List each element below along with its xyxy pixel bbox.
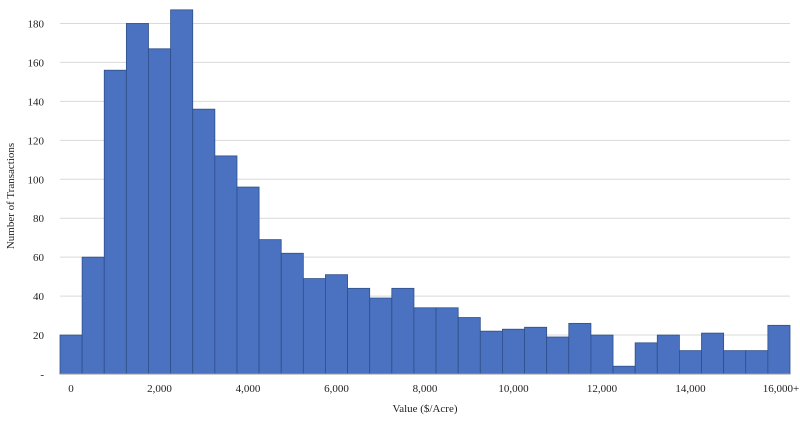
x-tick-label: 2,000 (147, 383, 172, 395)
histogram-bar (701, 332, 725, 375)
histogram-bar (479, 330, 503, 375)
histogram-bar (745, 350, 769, 375)
y-tick-label: 100 (28, 174, 45, 186)
histogram-bar (170, 9, 194, 375)
histogram-bar (369, 297, 393, 375)
histogram-bar (723, 350, 747, 375)
y-tick-label: 80 (33, 213, 45, 225)
histogram-bar (81, 256, 105, 375)
histogram-bar (236, 186, 260, 375)
histogram-bar (678, 350, 702, 375)
y-tick-label: - (40, 369, 44, 381)
histogram-bar (524, 326, 548, 375)
histogram-bar (767, 324, 791, 375)
histogram-bar (280, 252, 304, 375)
y-tick-label: 60 (33, 252, 45, 264)
histogram-bar (302, 278, 326, 375)
histogram-bar (214, 155, 238, 375)
x-tick-label: 14,000 (675, 383, 706, 395)
x-tick-label: 16,000+ (763, 383, 799, 395)
histogram-bar (568, 322, 592, 375)
y-tick-label: 40 (33, 291, 45, 303)
histogram-bar (192, 108, 216, 375)
histogram-bar (347, 287, 371, 375)
histogram-bar (258, 239, 282, 375)
histogram-bar (435, 307, 459, 375)
x-tick-label: 0 (68, 383, 74, 395)
x-tick-label: 12,000 (587, 383, 618, 395)
histogram-bar (656, 334, 680, 375)
histogram-bar (457, 317, 481, 375)
histogram-bar (391, 287, 415, 375)
histogram-bar (502, 328, 525, 375)
histogram-bar (125, 23, 149, 375)
histogram-bar (413, 307, 437, 375)
y-tick-label: 180 (28, 18, 45, 30)
y-tick-label: 160 (28, 57, 45, 69)
y-tick-label: 140 (28, 96, 45, 108)
x-tick-label: 4,000 (236, 383, 261, 395)
histogram-bar (325, 274, 348, 375)
histogram-bar (612, 365, 636, 375)
x-axis-title: Value ($/Acre) (392, 403, 457, 415)
histogram-bar (590, 334, 614, 375)
x-tick-labels: 0 2,000 4,000 6,000 8,000 10,000 12,000 14,000 1… (68, 383, 799, 395)
histogram-bar (634, 342, 658, 375)
histogram-bar (103, 69, 127, 375)
y-tick-label: 120 (28, 135, 45, 147)
histogram-bar (546, 336, 570, 375)
x-tick-label: 10,000 (498, 383, 529, 395)
x-tick-label: 8,000 (413, 383, 438, 395)
histogram-bar (148, 48, 172, 375)
y-tick-labels: - 20 40 60 80 100 120 140 160 180 (28, 18, 45, 381)
x-tick-label: 6,000 (324, 383, 349, 395)
histogram-bars (59, 9, 791, 375)
y-axis-title: Number of Transactions (5, 143, 17, 249)
y-tick-label: 20 (33, 330, 45, 342)
histogram-bar (59, 334, 83, 375)
